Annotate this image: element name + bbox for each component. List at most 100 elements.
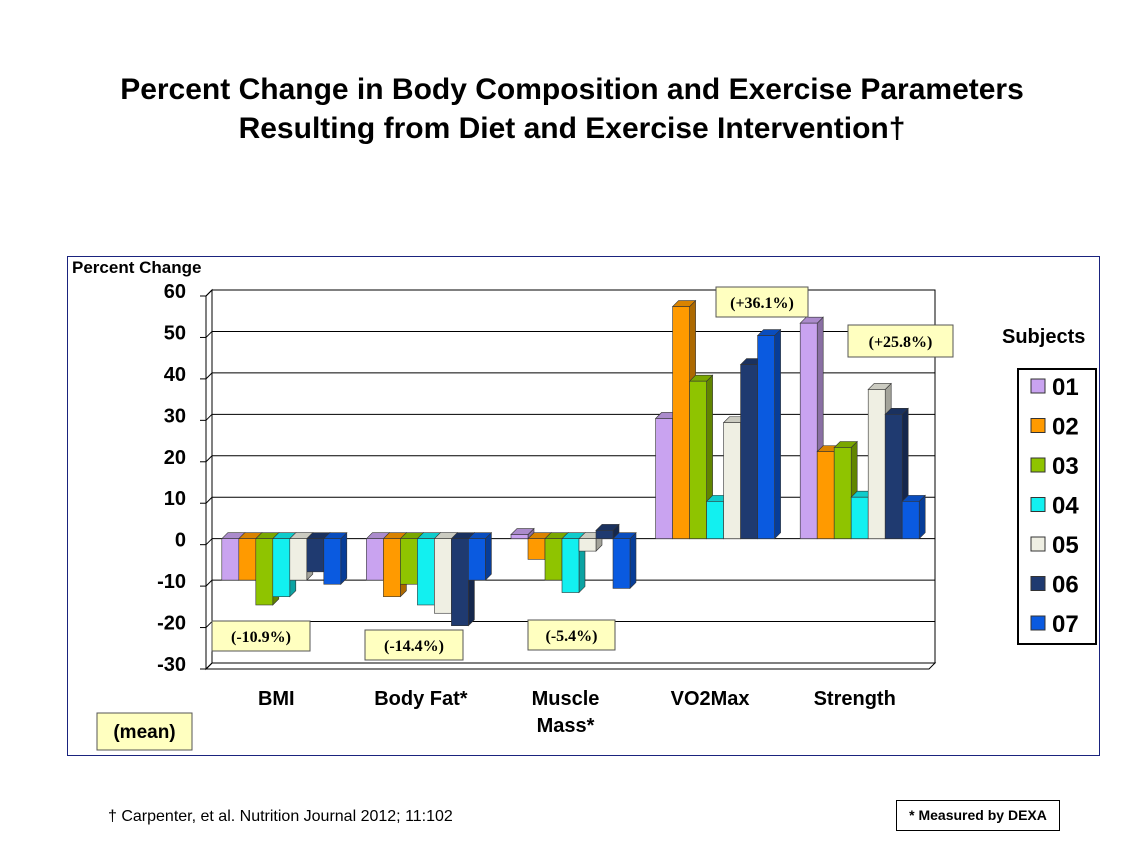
plot-side-wall: [205, 288, 213, 671]
bar: [655, 418, 673, 539]
x-tick-label: Body Fat*: [374, 688, 468, 710]
gridline-side: [205, 579, 213, 587]
x-tick-label: Mass*: [537, 715, 595, 737]
mean-callout-box: [364, 629, 464, 661]
bar-side: [918, 494, 926, 540]
bar: [289, 538, 308, 581]
gridline-side: [205, 289, 213, 297]
mean-key-label: (mean): [113, 722, 175, 743]
chart-title: Percent Change in Body Composition and E…: [0, 70, 1144, 148]
mean-callout-label: (-14.4%): [384, 638, 444, 655]
legend-title: Subjects: [1002, 326, 1085, 348]
bar: [884, 414, 903, 539]
legend-label: 01: [1052, 374, 1079, 401]
mean-callout-label: (-5.4%): [546, 628, 598, 645]
bar: [706, 501, 724, 539]
bar: [383, 538, 401, 597]
legend-swatch: [1030, 497, 1046, 512]
y-axis-title: Percent Change: [72, 258, 201, 277]
y-tick-label: 20: [164, 447, 186, 469]
bar: [400, 538, 418, 585]
bar-side: [774, 328, 781, 540]
bar: [757, 335, 775, 539]
chart-frame: [67, 256, 1100, 756]
gridline-side: [205, 455, 213, 463]
mean-callout-label: (+36.1%): [730, 295, 794, 312]
legend-swatch: [1030, 536, 1046, 552]
legend-label: 07: [1052, 611, 1079, 638]
bar: [833, 447, 852, 539]
y-tick-label: -10: [157, 571, 186, 593]
legend-swatch: [1030, 615, 1046, 631]
gridline-side: [205, 413, 213, 421]
bar: [238, 538, 257, 581]
y-tick-label: -30: [157, 654, 186, 676]
bar: [612, 538, 631, 589]
gridline-side: [205, 662, 213, 670]
y-tick-label: 50: [164, 322, 186, 344]
legend-label: 05: [1052, 532, 1079, 559]
bar: [867, 389, 886, 539]
bar: [850, 496, 869, 539]
title-line-1: Percent Change in Body Composition and E…: [120, 73, 1024, 106]
bar: [468, 538, 486, 581]
bar: [306, 538, 325, 573]
gridline-side: [205, 496, 213, 504]
mean-callout-box: [527, 619, 616, 651]
bar: [366, 538, 384, 581]
bar: [740, 364, 758, 539]
bar-side: [485, 531, 492, 581]
bar: [272, 538, 291, 597]
legend-swatch: [1030, 457, 1046, 473]
mean-callout-box: [211, 620, 311, 652]
bar: [901, 501, 920, 539]
bar: [799, 322, 818, 539]
x-tick-label: Muscle: [532, 688, 600, 710]
mean-callout-label: (+25.8%): [869, 334, 933, 351]
legend-swatch: [1030, 576, 1046, 591]
legend-label: 03: [1052, 453, 1079, 480]
mean-key-box: [96, 712, 193, 751]
y-tick-label: 30: [164, 405, 186, 427]
gridline-side: [205, 538, 213, 546]
mean-callout-box: [715, 286, 809, 318]
bar: [723, 422, 741, 539]
legend-swatch: [1030, 418, 1046, 433]
y-tick-label: 60: [164, 281, 186, 303]
y-tick-label: 0: [175, 530, 186, 552]
bar: [417, 538, 435, 606]
bar: [689, 380, 707, 539]
bar: [578, 538, 597, 552]
bar: [544, 538, 563, 581]
bar: [595, 530, 614, 539]
bar: [672, 306, 690, 539]
mean-callout-box: [847, 324, 954, 358]
gridline-side: [205, 331, 213, 338]
x-tick-label: BMI: [258, 688, 295, 710]
bar: [816, 451, 835, 539]
plot-floor: [204, 662, 937, 670]
bar: [527, 538, 546, 560]
bar: [434, 538, 452, 614]
bar-side: [340, 531, 348, 585]
legend-label: 06: [1052, 572, 1079, 599]
y-tick-label: 40: [164, 364, 186, 386]
y-tick-label: -20: [157, 613, 186, 635]
dexa-note: * Measured by DEXA: [896, 800, 1060, 831]
x-tick-label: Strength: [814, 688, 896, 710]
bar: [451, 538, 469, 627]
bar: [323, 538, 342, 585]
legend-swatch: [1030, 378, 1046, 394]
title-line-2: Resulting from Diet and Exercise Interve…: [238, 112, 906, 145]
bar: [255, 538, 274, 606]
x-tick-label: VO2Max: [671, 688, 750, 710]
gridline-side: [205, 621, 213, 628]
mean-callout-label: (-10.9%): [231, 629, 291, 646]
legend-label: 02: [1052, 414, 1079, 441]
bar: [221, 538, 240, 581]
gridline-side: [205, 372, 213, 380]
y-tick-label: 10: [164, 488, 186, 510]
bar: [510, 534, 529, 539]
source-footnote: † Carpenter, et al. Nutrition Journal 20…: [108, 808, 453, 825]
